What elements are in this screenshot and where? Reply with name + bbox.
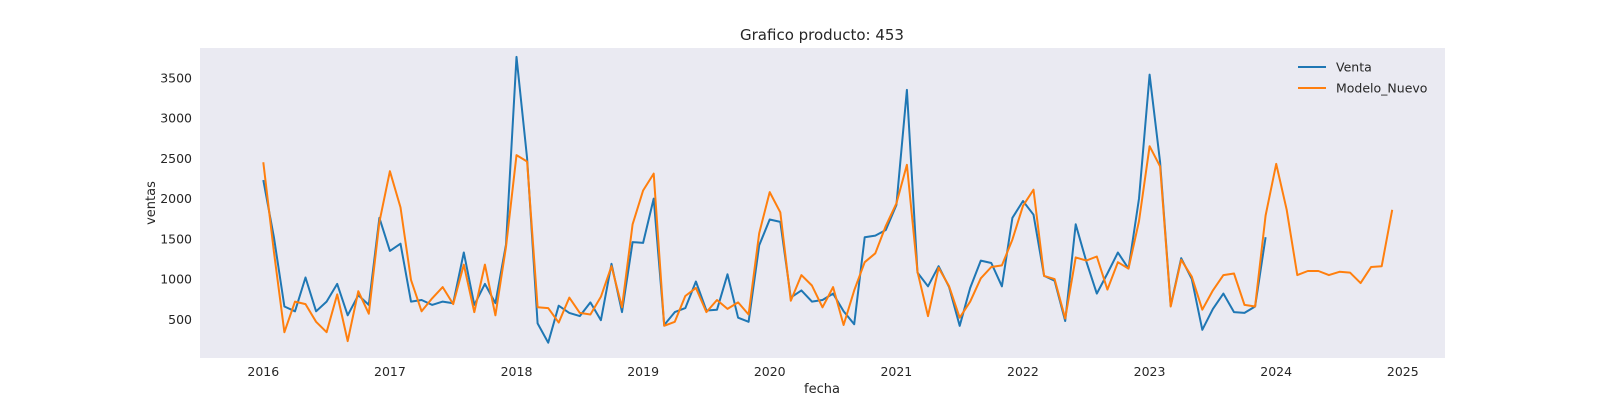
x-tick-label: 2018 — [501, 364, 533, 379]
x-tick-label: 2017 — [374, 364, 406, 379]
x-tick-label: 2016 — [247, 364, 279, 379]
y-axis-label: ventas — [144, 181, 159, 225]
y-tick-label: 3500 — [160, 70, 192, 85]
series-line-venta — [262, 55, 1267, 344]
plot-background — [200, 48, 1445, 358]
legend-label: Modelo_Nuevo — [1336, 81, 1427, 96]
series-layer — [262, 55, 1394, 344]
y-tick-label: 1500 — [160, 231, 192, 246]
chart-title: Grafico producto: 453 — [740, 26, 904, 44]
y-tick-label: 1000 — [160, 272, 192, 287]
x-tick-label: 2025 — [1387, 364, 1419, 379]
x-tick-label: 2024 — [1260, 364, 1292, 379]
x-axis: 2016 2017 2018 2019 2020 2021 2022 2023 2024 2025 — [247, 364, 1418, 379]
x-tick-label: 2020 — [754, 364, 786, 379]
x-axis-label: fecha — [804, 382, 840, 397]
series-line-modelo-nuevo — [262, 145, 1394, 343]
x-tick-label: 2022 — [1007, 364, 1039, 379]
y-tick-label: 3000 — [160, 111, 192, 126]
y-tick-label: 500 — [168, 312, 192, 327]
legend: Venta Modelo_Nuevo — [1298, 60, 1427, 96]
legend-label: Venta — [1336, 60, 1372, 75]
x-tick-label: 2019 — [627, 364, 659, 379]
x-tick-label: 2021 — [880, 364, 912, 379]
y-axis: 500 1000 1500 2000 2500 3000 3500 — [160, 70, 192, 327]
x-tick-label: 2023 — [1134, 364, 1166, 379]
y-tick-label: 2000 — [160, 191, 192, 206]
y-tick-label: 2500 — [160, 151, 192, 166]
